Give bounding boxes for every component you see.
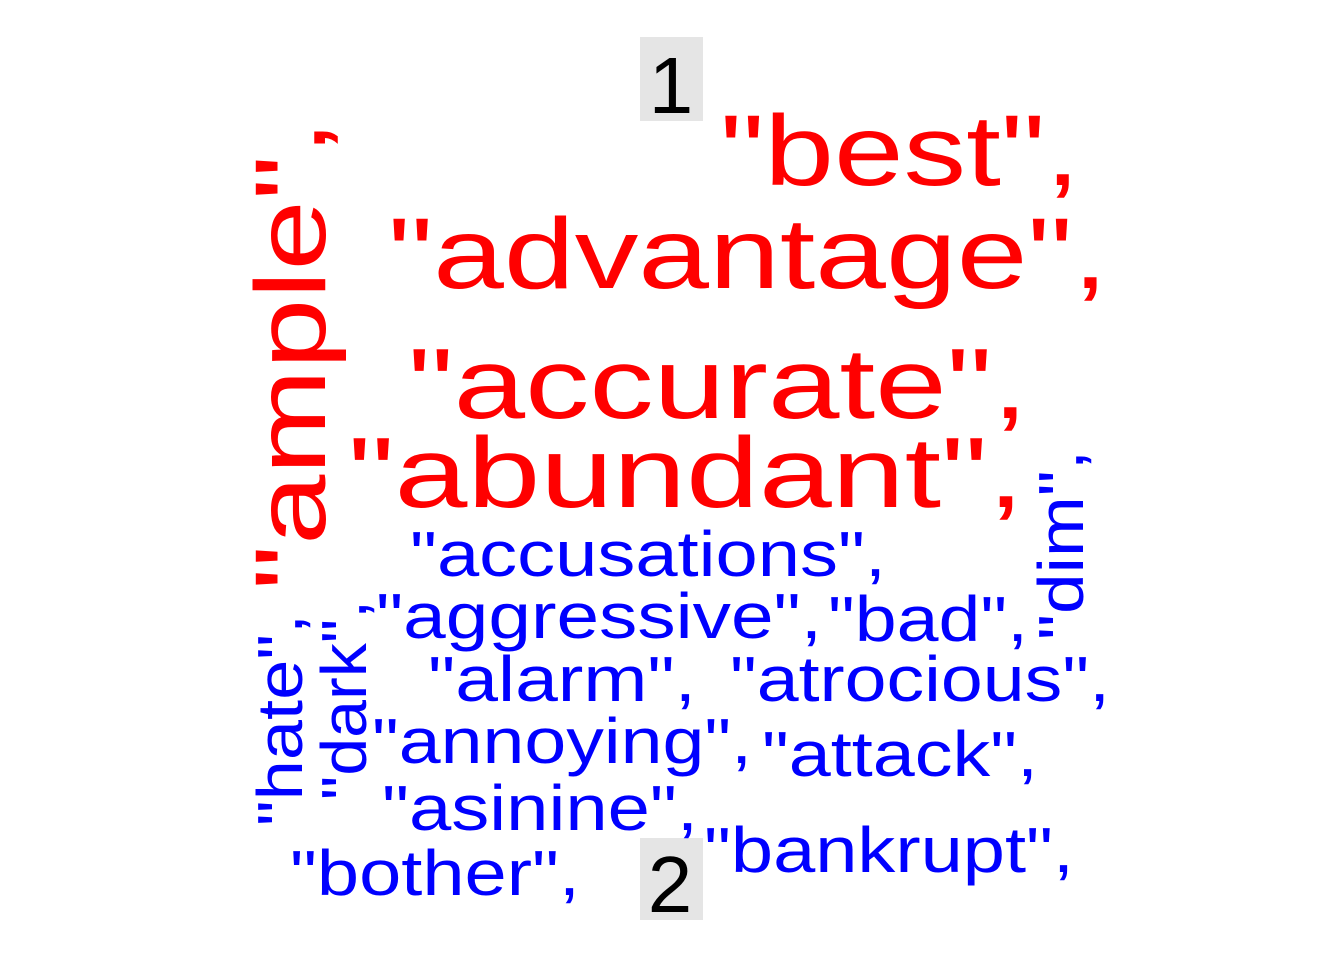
word-atrocious: "atrocious",	[730, 643, 1110, 715]
word-best: "best",	[720, 95, 1080, 207]
cluster-label-1-background	[640, 37, 703, 121]
word-advantage: "advantage",	[388, 198, 1108, 310]
word-alarm: "alarm",	[428, 643, 696, 715]
word-aggressive: "aggressive",	[376, 580, 822, 652]
cluster-1-words: "best", "advantage", "accurate", "abunda…	[235, 95, 1108, 590]
word-accusations: "accusations",	[410, 518, 886, 590]
cluster-label-1-text: 1	[649, 41, 694, 130]
word-abundant: "abundant",	[348, 417, 1024, 529]
word-hate: "hate",	[244, 614, 316, 826]
word-asinine: "asinine",	[382, 772, 698, 844]
cluster-label-2: 2	[640, 838, 703, 929]
word-annoying: "annoying",	[372, 705, 752, 777]
word-bother: "bother",	[290, 837, 580, 909]
word-ample: "ample",	[235, 120, 347, 590]
word-dark: "dark",	[308, 600, 380, 800]
word-accurate: "accurate",	[408, 328, 1028, 440]
word-dim: "dim",	[1025, 450, 1097, 640]
cluster-label-2-background	[640, 838, 703, 920]
cluster-label-1: 1	[640, 37, 703, 130]
word-bad: "bad",	[828, 583, 1028, 655]
word-attack: "attack",	[762, 718, 1038, 790]
cluster-label-2-text: 2	[648, 840, 693, 929]
word-bankrupt: "bankrupt",	[704, 814, 1074, 886]
cluster-2-words: "accusations", "aggressive", "bad", "dim…	[244, 450, 1110, 909]
